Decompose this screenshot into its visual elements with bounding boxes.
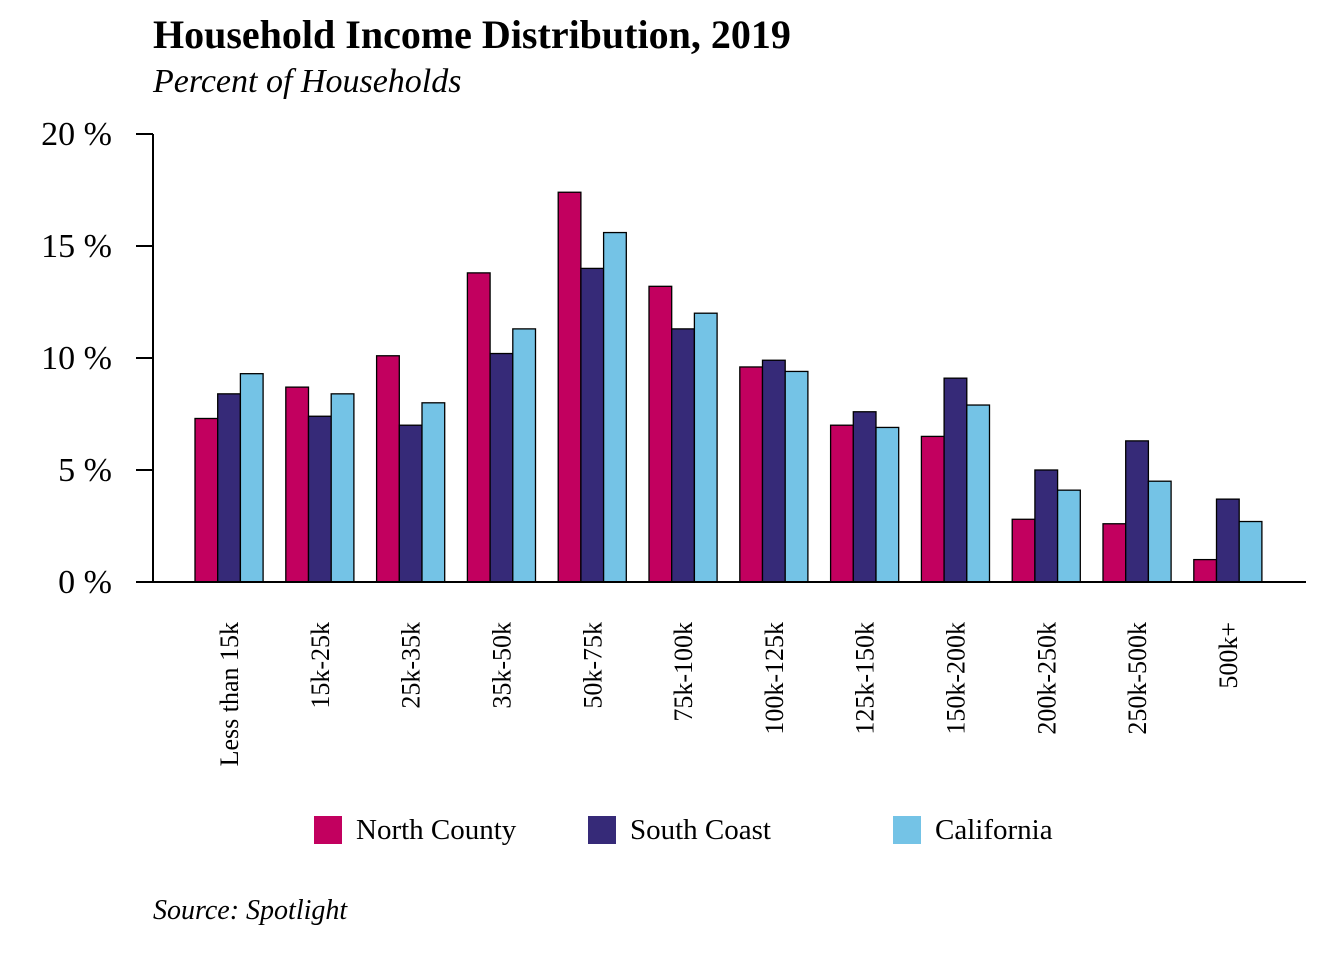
y-tick-label: 20 % [41, 116, 112, 153]
bar-california-5 [693, 312, 718, 583]
x-axis: Less than 15k 15k-25k 25k-35k 35k-50k 50k-75… [153, 581, 1306, 766]
chart-subtitle: Percent of Households [153, 63, 462, 100]
bar-north-county-5 [648, 285, 673, 583]
bar-north-county-6 [739, 366, 764, 583]
bar-north-county-2 [375, 355, 400, 583]
bar-south-coast-1 [307, 415, 332, 583]
x-tick-label: 75k-100k [669, 622, 698, 722]
x-tick-label: 25k-35k [397, 622, 426, 709]
bar-south-coast-10 [1125, 440, 1150, 583]
bar-north-county-1 [285, 386, 310, 583]
legend-label: South Coast [630, 814, 771, 846]
legend-label: North County [356, 814, 517, 846]
bar-south-coast-8 [943, 377, 968, 583]
bar-california-3 [512, 328, 537, 583]
bar-north-county-3 [466, 272, 491, 583]
legend-item-california: California [893, 812, 1053, 848]
legend-swatch [314, 816, 342, 844]
chart-title: Household Income Distribution, 2019 [153, 12, 791, 57]
legend-label: California [935, 814, 1053, 846]
bar-south-coast-2 [398, 424, 423, 583]
bar-south-coast-7 [852, 411, 877, 583]
bar-north-county-10 [1102, 523, 1127, 583]
y-tick-label: 5 % [58, 452, 112, 489]
y-tick-label: 10 % [41, 340, 112, 377]
bar-south-coast-6 [761, 359, 786, 583]
bar-california-0 [239, 373, 264, 583]
x-tick-label: 100k-125k [760, 622, 789, 735]
bar-south-coast-5 [671, 328, 696, 583]
bar-california-9 [1056, 489, 1081, 583]
bar-california-7 [875, 426, 900, 583]
y-tick-label: 0 % [58, 564, 112, 601]
bar-south-coast-11 [1215, 498, 1240, 583]
x-tick-label: 50k-75k [578, 622, 607, 709]
x-tick-label: 125k-150k [851, 622, 880, 735]
bar-south-coast-0 [217, 393, 242, 583]
legend-swatch [588, 816, 616, 844]
x-tick-label: 15k-25k [306, 622, 335, 709]
bar-south-coast-3 [489, 352, 514, 583]
y-axis: 0 % 5 % 10 % 15 % 20 % [41, 116, 154, 601]
bar-north-county-9 [1011, 518, 1036, 583]
x-tick-label: 250k-500k [1123, 622, 1152, 735]
y-tick-label: 15 % [41, 228, 112, 265]
x-tick-label: 500k+ [1214, 622, 1243, 689]
bar-north-county-7 [829, 424, 854, 583]
bar-south-coast-9 [1034, 469, 1059, 583]
bar-california-6 [784, 370, 809, 583]
legend-swatch [893, 816, 921, 844]
bar-california-8 [966, 404, 991, 583]
bar-california-1 [330, 393, 355, 583]
bar-south-coast-4 [580, 267, 605, 583]
x-tick-label: Less than 15k [215, 622, 244, 766]
bar-california-4 [602, 231, 627, 583]
x-tick-label: 150k-200k [941, 622, 970, 735]
x-tick-label: 35k-50k [487, 622, 516, 709]
x-tick-label: 200k-250k [1032, 622, 1061, 735]
bar-north-county-11 [1193, 558, 1218, 583]
bar-california-10 [1147, 480, 1172, 583]
bars [194, 191, 1263, 583]
legend-item-north-county: North County [314, 812, 516, 848]
bar-california-11 [1238, 520, 1263, 583]
legend-item-south-coast: South Coast [588, 812, 771, 848]
bar-north-county-8 [920, 435, 945, 583]
bar-north-county-4 [557, 191, 582, 583]
bar-california-2 [421, 402, 446, 583]
bar-north-county-0 [194, 417, 219, 583]
chart-source: Source: Spotlight [153, 895, 348, 926]
